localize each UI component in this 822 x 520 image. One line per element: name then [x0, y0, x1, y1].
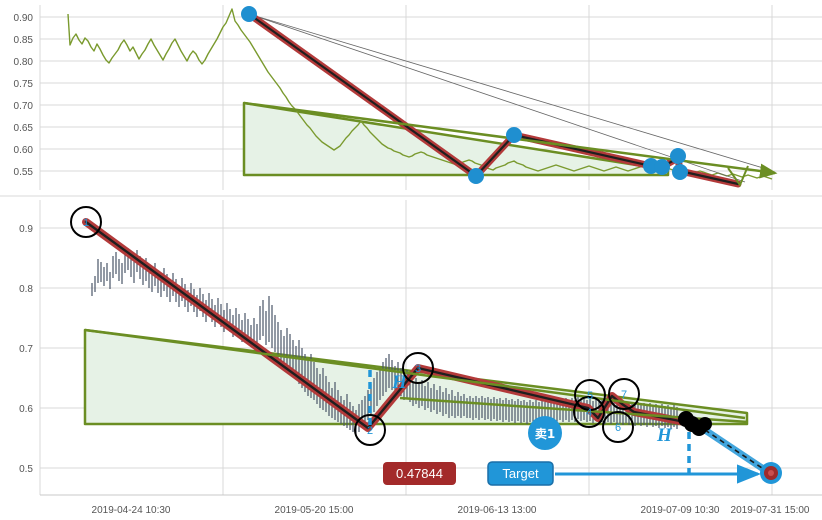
target-price-badge[interactable]: 0.47844 — [383, 462, 456, 485]
overview-tangent-lines — [248, 13, 771, 183]
detail-pivot-numbers: 1 2 3 4 5 6 7 — [83, 217, 627, 437]
overview-trend-chevron-icon — [727, 165, 749, 188]
h-label-1: H — [391, 372, 408, 393]
detail-y-axis: 0.9 0.8 0.7 0.6 0.5 — [19, 224, 33, 475]
target-badge[interactable]: Target — [487, 461, 554, 486]
detail-pivot-rings — [70, 206, 640, 446]
target-badge-label: Target — [502, 466, 539, 481]
detail-ytick-1: 0.8 — [19, 284, 33, 295]
h-label-2: H — [656, 425, 673, 446]
pivot-dot — [670, 148, 686, 164]
black-dot — [698, 417, 712, 431]
detail-xtick-1: 2019-05-20 15:00 — [275, 505, 354, 516]
overview-ytick-0: 0.90 — [14, 13, 34, 24]
pivot-dot — [241, 6, 257, 22]
pivot-ring-5 — [574, 379, 606, 411]
detail-xtick-2: 2019-06-13 13:00 — [458, 505, 537, 516]
pivot-number-5: 5 — [587, 390, 593, 402]
pivot-number-1: 1 — [83, 217, 89, 229]
pivot-ring-7 — [608, 378, 640, 410]
overview-ytick-2: 0.80 — [14, 57, 34, 68]
pivot-dot — [654, 159, 670, 175]
target-price-badge-bg[interactable] — [383, 462, 456, 485]
detail-x-axis: 2019-04-24 10:30 2019-05-20 15:00 2019-0… — [92, 505, 810, 516]
sell-badge[interactable]: 卖1 — [528, 416, 562, 450]
overview-ytick-3: 0.75 — [14, 79, 34, 90]
overview-ytick-1: 0.85 — [14, 35, 34, 46]
pivot-ring-1 — [70, 206, 102, 238]
pivot-number-2: 2 — [367, 425, 373, 437]
detail-ytick-4: 0.5 — [19, 464, 33, 475]
sell-badge-label: 卖1 — [535, 426, 555, 441]
pivot-number-3: 3 — [415, 363, 421, 375]
pivot-dot — [506, 127, 522, 143]
detail-ytick-0: 0.9 — [19, 224, 33, 235]
target-bullseye-icon[interactable] — [760, 462, 782, 484]
overview-ytick-4: 0.70 — [14, 101, 34, 112]
pivot-ring-2 — [354, 414, 386, 446]
detail-ytick-3: 0.6 — [19, 404, 33, 415]
detail-black-dots — [678, 411, 712, 436]
overview-pivot-dots — [241, 6, 688, 184]
detail-xtick-3: 2019-07-09 10:30 — [641, 505, 720, 516]
pivot-dot — [468, 168, 484, 184]
pivot-dot — [672, 164, 688, 180]
detail-xtick-0: 2019-04-24 10:30 — [92, 505, 171, 516]
pivot-number-4: 4 — [586, 407, 592, 419]
target-badge-bg[interactable] — [487, 461, 554, 486]
pivot-ring-6 — [602, 411, 634, 443]
pivot-number-6: 6 — [615, 422, 621, 434]
pivot-ring-3 — [402, 352, 434, 384]
target-projection-dash — [689, 419, 766, 471]
sell-badge-circle[interactable] — [528, 416, 562, 450]
pivot-ring-4 — [573, 396, 605, 428]
pivot-number-7: 7 — [621, 389, 627, 401]
overview-ytick-7: 0.55 — [14, 167, 34, 178]
overview-ytick-5: 0.65 — [14, 123, 34, 134]
detail-ytick-2: 0.7 — [19, 344, 33, 355]
overview-ytick-6: 0.60 — [14, 145, 34, 156]
detail-panel: 0.9 0.8 0.7 0.6 0.5 2019-04-24 10:30 201… — [19, 200, 822, 516]
detail-zigzag-line — [84, 220, 697, 430]
overview-y-axis: 0.90 0.85 0.80 0.75 0.70 0.65 0.60 0.55 — [14, 13, 34, 178]
detail-xtick-4: 2019-07-31 15:00 — [731, 505, 810, 516]
overview-channel-fill — [242, 101, 670, 177]
target-price-badge-label: 0.47844 — [396, 466, 443, 481]
overview-panel: 0.90 0.85 0.80 0.75 0.70 0.65 0.60 0.55 — [14, 5, 822, 190]
